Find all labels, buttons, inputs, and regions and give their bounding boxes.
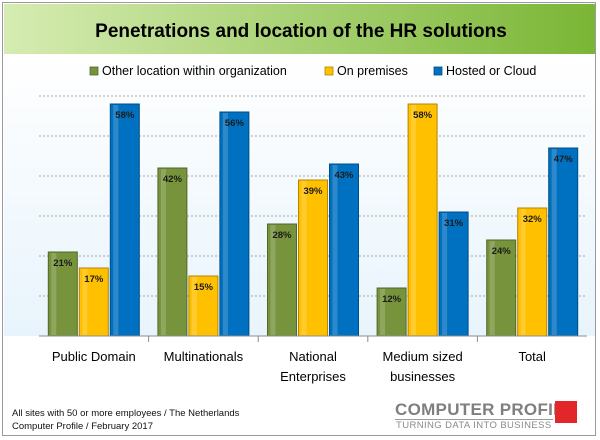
category-label: Multinationals — [164, 349, 244, 364]
bar — [407, 103, 438, 337]
data-label: 24% — [492, 246, 512, 257]
logo-name: COMPUTER PROFILE — [395, 400, 576, 419]
data-label: 43% — [334, 170, 354, 181]
bar — [298, 179, 328, 337]
bar-highlight — [82, 269, 88, 335]
bar — [188, 275, 219, 337]
bar-highlight — [411, 105, 417, 335]
computer-profile-logo: COMPUTER PROFILE TURNING DATA INTO BUSIN… — [395, 401, 587, 431]
legend-label: Hosted or Cloud — [446, 64, 536, 78]
bar — [157, 167, 188, 337]
category-label: National — [289, 349, 337, 364]
bar — [47, 251, 78, 337]
legend-swatch — [433, 66, 443, 76]
bar-highlight — [489, 241, 495, 335]
logo-divider — [395, 419, 553, 420]
data-label: 42% — [163, 174, 183, 185]
bar — [376, 287, 407, 337]
bar-highlight — [160, 169, 166, 335]
bar — [517, 207, 548, 337]
bar-highlight — [113, 105, 119, 335]
bar-highlight — [380, 289, 386, 335]
bar-highlight — [442, 213, 448, 335]
bar-highlight — [551, 149, 557, 335]
bar — [548, 147, 579, 337]
bar — [109, 103, 140, 337]
data-label: 31% — [444, 218, 464, 229]
data-label: 39% — [303, 186, 323, 197]
logo-red-square — [555, 401, 577, 423]
category-label: businesses — [390, 369, 456, 384]
data-label: 17% — [84, 274, 104, 285]
data-label: 47% — [554, 154, 574, 165]
data-label: 58% — [115, 110, 135, 121]
bar-highlight — [520, 209, 526, 335]
logo-tagline: TURNING DATA INTO BUSINESS — [396, 420, 552, 431]
bar-highlight — [191, 277, 197, 335]
title-banner — [4, 4, 595, 54]
legend-label: Other location within organization — [102, 64, 287, 78]
bar-highlight — [222, 113, 228, 335]
chart-frame: Penetrations and location of the HR solu… — [2, 2, 596, 436]
category-label: Total — [518, 349, 546, 364]
bar — [78, 267, 109, 337]
footnote-line-2: Computer Profile / February 2017 — [12, 421, 153, 432]
data-label: 56% — [225, 118, 245, 129]
bar — [219, 111, 250, 337]
category-label: Public Domain — [52, 349, 136, 364]
legend-swatch — [324, 66, 334, 76]
legend-swatch — [89, 66, 99, 76]
data-label: 15% — [194, 282, 214, 293]
category-label: Medium sized — [382, 349, 462, 364]
data-label: 28% — [272, 230, 292, 241]
bar — [486, 239, 517, 337]
bar — [267, 223, 297, 337]
legend-label: On premises — [337, 64, 408, 78]
bar — [329, 163, 359, 337]
data-label: 12% — [382, 294, 402, 305]
data-label: 58% — [413, 110, 433, 121]
data-label: 32% — [523, 214, 543, 225]
bar-highlight — [301, 181, 307, 335]
footnote-line-1: All sites with 50 or more employees / Th… — [12, 408, 240, 419]
data-label: 21% — [53, 258, 73, 269]
chart-title: Penetrations and location of the HR solu… — [95, 21, 507, 42]
chart-canvas: Penetrations and location of the HR solu… — [4, 4, 595, 384]
bar-highlight — [51, 253, 57, 335]
bar-highlight — [270, 225, 276, 335]
category-label: Enterprises — [280, 369, 346, 384]
bar — [438, 211, 469, 337]
bar-highlight — [332, 165, 338, 335]
